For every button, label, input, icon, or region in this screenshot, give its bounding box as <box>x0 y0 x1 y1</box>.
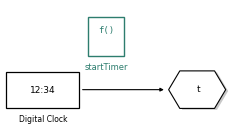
FancyBboxPatch shape <box>88 17 124 56</box>
Text: Digital Clock: Digital Clock <box>19 115 67 124</box>
Text: startTimer: startTimer <box>84 63 128 72</box>
FancyBboxPatch shape <box>6 72 79 108</box>
Text: f(): f() <box>98 26 114 35</box>
Polygon shape <box>169 71 226 108</box>
Text: 12:34: 12:34 <box>30 86 56 95</box>
Text: t: t <box>197 85 200 94</box>
Polygon shape <box>171 72 228 110</box>
